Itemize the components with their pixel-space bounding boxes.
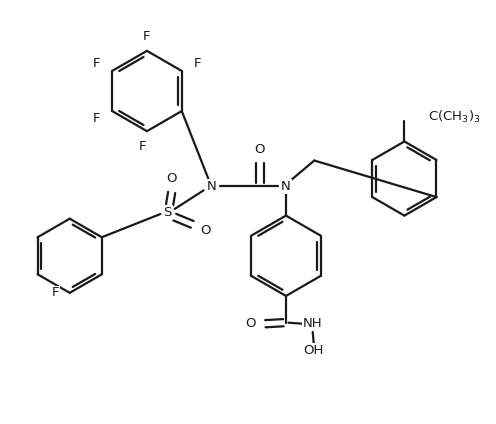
Text: S: S [163, 206, 172, 218]
Text: NH: NH [303, 317, 322, 330]
Text: OH: OH [304, 344, 324, 357]
Text: N: N [281, 180, 291, 193]
Text: F: F [93, 112, 101, 125]
Text: F: F [52, 286, 59, 299]
Text: O: O [200, 224, 211, 237]
Text: C(CH$_3$)$_3$: C(CH$_3$)$_3$ [428, 109, 480, 125]
Text: F: F [143, 30, 151, 43]
Text: O: O [246, 317, 256, 330]
Text: N: N [206, 180, 216, 193]
Text: O: O [255, 143, 265, 156]
Text: O: O [167, 172, 177, 184]
Text: F: F [93, 57, 101, 70]
Text: F: F [193, 57, 201, 70]
Text: F: F [139, 140, 147, 153]
